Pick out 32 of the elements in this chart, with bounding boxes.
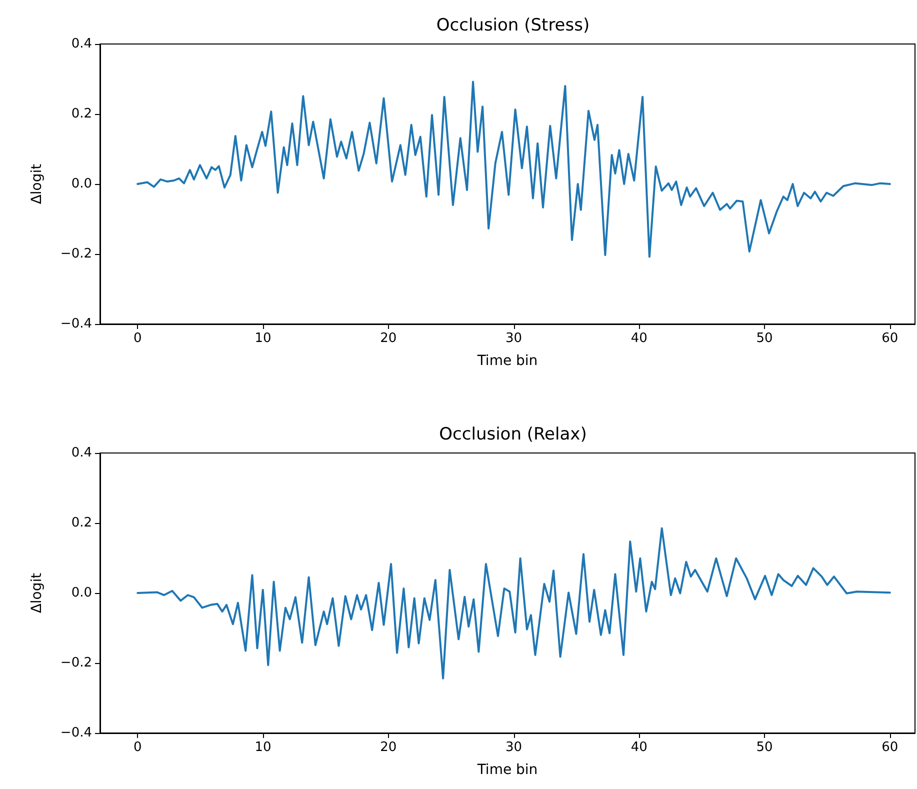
x-tick-label: 40 <box>630 331 648 346</box>
x-tick-label: 10 <box>254 331 272 346</box>
y-tick-label: −0.2 <box>60 656 92 670</box>
x-axis-title: Time bin <box>476 762 538 778</box>
chart-title: Occlusion (Stress) <box>436 16 590 36</box>
y-tick-label: 0.4 <box>71 446 92 460</box>
x-tick-label: 0 <box>133 331 142 346</box>
x-tick-label: 20 <box>380 740 397 755</box>
x-tick-label: 50 <box>756 740 773 755</box>
x-tick-label: 40 <box>630 740 648 755</box>
x-tick-label: 50 <box>756 331 773 346</box>
x-tick-label: 60 <box>882 740 898 755</box>
x-tick-label: 10 <box>254 740 272 755</box>
y-tick-label: 0.4 <box>71 36 92 52</box>
x-tick-label: 30 <box>505 331 522 346</box>
x-tick-label: 60 <box>882 331 898 346</box>
y-tick-label: −0.4 <box>60 726 92 740</box>
y-tick-label: 0.0 <box>71 586 92 600</box>
line-series <box>136 80 891 258</box>
y-tick-label: −0.2 <box>60 246 92 262</box>
x-axis-title: Time bin <box>476 353 538 369</box>
y-axis-title: Δlogit <box>29 572 45 614</box>
x-tick-label: 30 <box>505 740 522 755</box>
x-tick-label: 20 <box>380 331 397 346</box>
y-tick-label: 0.2 <box>71 106 92 122</box>
y-tick-label: 0.0 <box>71 176 92 192</box>
chart-title: Occlusion (Relax) <box>439 424 587 444</box>
x-tick-label: 0 <box>133 740 142 755</box>
y-tick-label: −0.4 <box>60 316 92 332</box>
y-axis-title: Δlogit <box>29 163 45 204</box>
y-tick-label: 0.2 <box>71 516 92 530</box>
line-series <box>136 527 891 680</box>
